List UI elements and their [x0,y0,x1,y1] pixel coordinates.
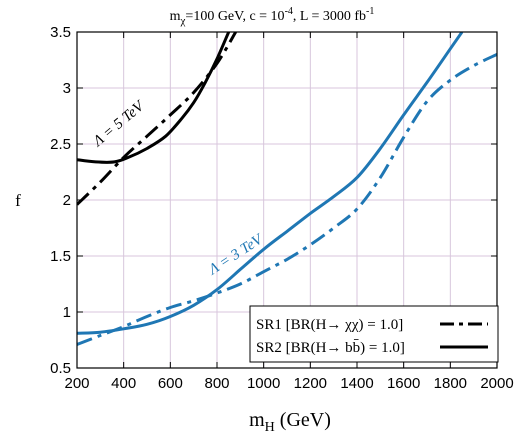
series-line-3tev-sr1 [77,53,497,346]
y-tick-label: 3 [63,80,71,97]
legend-entry-sr2: SR2 [BR(H→ bb̄) = 1.0] [256,340,405,356]
series-line-3tev-sr2 [77,32,464,335]
legend: SR1 [BR(H→ χχ) = 1.0] SR2 [BR(H→ bb̄) = … [249,305,499,363]
y-tick-label: 1.5 [50,248,71,265]
x-tick-label: 600 [158,375,183,392]
x-tick-label: 1600 [387,375,420,392]
y-tick-label: 1 [63,304,71,321]
x-axis-label: mH (GeV) [249,409,331,435]
y-tick-label: 2 [63,192,71,209]
x-tick-label: 1400 [340,375,373,392]
x-tick-label: 1800 [434,375,467,392]
series-line-5tev-sr2 [77,32,231,164]
legend-box [249,305,499,363]
y-tick-labels: 0.5 1 1.5 2 2.5 3 3.5 [50,24,71,377]
x-tick-label: 1000 [247,375,280,392]
y-tick-label: 0.5 [50,360,71,377]
y-tick-label: 2.5 [50,136,71,153]
tick-marks [76,31,498,369]
chart-title: mχ=100 GeV, c = 10-4, L = 3000 fb-1 [170,6,375,27]
legend-entry-sr1: SR1 [BR(H→ χχ) = 1.0] [256,317,403,333]
y-tick-label: 3.5 [50,24,71,41]
x-tick-label: 800 [204,375,229,392]
x-tick-label: 2000 [480,375,513,392]
x-tick-label: 400 [111,375,136,392]
series-layer [77,32,497,346]
grid-lines [77,32,497,368]
y-axis-label: f [15,191,21,210]
x-tick-labels: 200 400 600 800 1000 1200 1400 1600 1800 2000 [64,375,513,392]
x-tick-label: 200 [64,375,89,392]
x-tick-label: 1200 [294,375,327,392]
